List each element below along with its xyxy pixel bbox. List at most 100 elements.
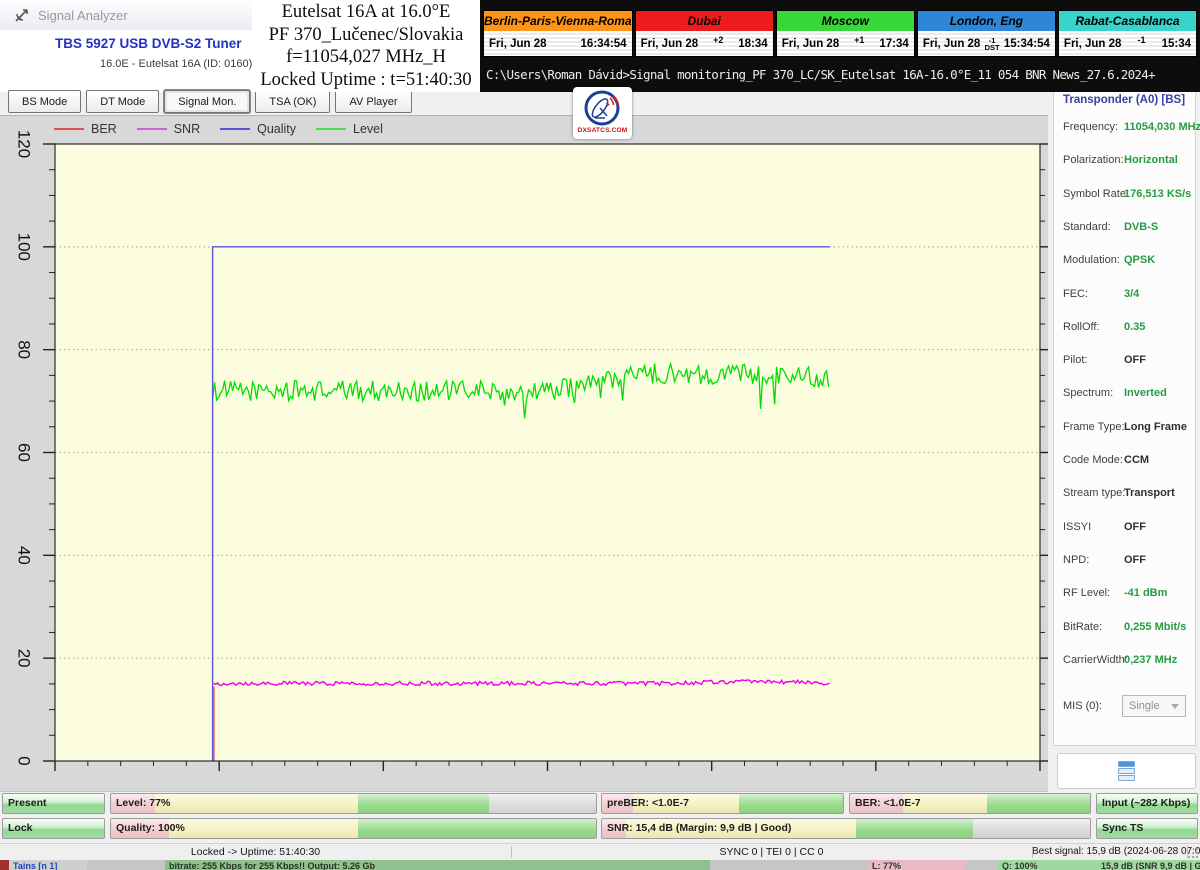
- transponder-row-frequency: Frequency: 11054,030 MHz: [1054, 112, 1200, 145]
- bar-gloss: [602, 794, 843, 813]
- console-prompt[interactable]: C:\Users\Roman Dávid>Signal monitoring_P…: [486, 67, 1156, 82]
- strip-segment: [965, 860, 998, 870]
- status-uptime: Locked -> Uptime: 51:40:30: [190, 846, 321, 858]
- mis-dropdown[interactable]: Single: [1122, 695, 1186, 717]
- legend-swatch-ber: [54, 128, 84, 130]
- legend-label: SNR: [173, 122, 201, 136]
- layers-icon: [1118, 760, 1135, 782]
- legend-label: Level: [353, 122, 383, 136]
- transponder-value: 0,255 Mbit/s: [1124, 620, 1187, 633]
- statusbar-divider: [1187, 846, 1188, 858]
- statusbar-divider: [511, 846, 512, 858]
- bar-label: Quality: 100%: [116, 822, 185, 834]
- transponder-value: -41 dBm: [1124, 587, 1168, 600]
- clock-moscow: Moscow Fri, Jun 28 +1 17:34: [775, 10, 915, 57]
- clock-utc-offset: -1: [1137, 34, 1146, 45]
- bar-ber-1-0e-7: BER: <1.0E-7: [849, 793, 1091, 814]
- bar-input-282-kbps: Input (~282 Kbps): [1096, 793, 1198, 814]
- overlay-line-site: PF 370_Lučenec/Slovakia: [268, 24, 464, 45]
- bar-gloss: [850, 794, 1090, 813]
- console-window[interactable]: Berlin-Paris-Vienna-Roma Fri, Jun 28 16:34…: [480, 0, 1200, 92]
- transponder-value: OFF: [1124, 553, 1146, 566]
- clock-city-label: Moscow: [776, 11, 914, 31]
- transponder-title: Transponder (A0) [BS]: [1063, 94, 1186, 106]
- tab-signal-mon[interactable]: Signal Mon.: [164, 90, 251, 113]
- legend-item-quality: Quality: [220, 122, 296, 136]
- transponder-label: Polarization:: [1063, 154, 1124, 167]
- clock-time: 17:34: [879, 37, 909, 50]
- clock-date: Fri, Jun 28: [640, 37, 699, 50]
- clock-utc-offset: -1 DST: [984, 35, 1000, 52]
- status-best-signal: Best signal: 15,9 dB (2024-06-28 07:03): [1032, 846, 1200, 857]
- tab-bs-mode[interactable]: BS Mode: [8, 90, 82, 113]
- tab-av-player[interactable]: AV Player: [335, 90, 412, 113]
- statusbar-divider: [1032, 846, 1033, 858]
- bar-gloss: [3, 794, 104, 813]
- dxsatcs-logo: DXSATCS.COM: [573, 87, 632, 139]
- overlay-line-satellite: Eutelsat 16A at 16.0°E: [281, 2, 451, 22]
- legend-swatch-snr: [136, 128, 167, 130]
- transponder-value: Transport: [1124, 487, 1175, 500]
- snr-line: [213, 678, 830, 687]
- transponder-row-carrierwidth: CarrierWidth: 0,237 MHz: [1054, 645, 1195, 678]
- y-tick-label-120: 120: [15, 130, 34, 158]
- mis-selected-value: Single: [1129, 700, 1160, 712]
- transponder-label: RF Level:: [1063, 587, 1111, 600]
- bar-label: preBER: <1.0E-7: [607, 797, 689, 809]
- transponder-label: Frame Type:: [1063, 420, 1125, 433]
- chart-area: BER SNR Quality Level 0 20 40 60 80 100 120: [0, 115, 1048, 792]
- transponder-value: OFF: [1124, 520, 1146, 533]
- mis-label: MIS (0):: [1063, 700, 1103, 712]
- bar-quality-100: Quality: 100%: [110, 818, 597, 839]
- clock-date: Fri, Jun 28: [489, 37, 547, 50]
- bar-label: Sync TS: [1102, 822, 1144, 834]
- transponder-row-rolloff: RollOff: 0.35: [1054, 312, 1195, 345]
- legend-item-ber: BER: [54, 122, 117, 136]
- y-tick-label-40: 40: [15, 546, 34, 565]
- resize-grip[interactable]: [1187, 847, 1198, 858]
- transponder-value: Long Frame: [1124, 420, 1187, 433]
- tab-dt-mode[interactable]: DT Mode: [86, 90, 160, 113]
- bar-label: Level: 77%: [116, 797, 171, 809]
- bar-gloss: [1097, 819, 1197, 838]
- transponder-value: Inverted: [1124, 387, 1167, 400]
- transponder-row-npd: NPD: OFF: [1054, 545, 1195, 578]
- transponder-label: NPD:: [1063, 553, 1090, 566]
- level-line: [211, 361, 830, 419]
- legend-swatch-level: [316, 128, 347, 130]
- transponder-row-rf-level: RF Level: -41 dBm: [1054, 578, 1195, 611]
- transponder-row-frame-type: Frame Type: Long Frame: [1054, 412, 1195, 445]
- transponder-value: 11054,030 MHz: [1124, 121, 1200, 133]
- transponder-label: Pilot:: [1063, 354, 1088, 367]
- clock-time: 15:34:54: [1003, 37, 1050, 50]
- legend-label: Quality: [257, 122, 297, 136]
- transponder-row-symbol-rate: Symbol Rate: 176,513 KS/s: [1054, 179, 1195, 212]
- transport-stream-button[interactable]: [1057, 753, 1196, 789]
- clock-time-row: Fri, Jun 28 +1 17:34: [776, 31, 914, 56]
- transponder-value: QPSK: [1124, 254, 1156, 267]
- clock-berlin-paris-vienna-roma: Berlin-Paris-Vienna-Roma Fri, Jun 28 16:34…: [483, 10, 633, 57]
- mode-tabs: BS Mode DT Mode Signal Mon. TSA (OK) AV Play…: [8, 90, 412, 114]
- transponder-row-spectrum: Spectrum: Inverted: [1054, 378, 1195, 411]
- strip-segment: [710, 860, 868, 870]
- transponder-value: CCM: [1124, 454, 1150, 466]
- world-clocks: Berlin-Paris-Vienna-Roma Fri, Jun 28 16:34…: [483, 10, 1198, 57]
- bar-present: Present: [2, 793, 105, 814]
- transponder-label: RollOff:: [1063, 320, 1100, 333]
- transponder-label: Symbol Rate:: [1063, 187, 1130, 200]
- bar-label: Input (~282 Kbps): [1102, 797, 1191, 809]
- clock-date: Fri, Jun 28: [781, 37, 840, 50]
- transponder-row-modulation: Modulation: QPSK: [1054, 245, 1195, 278]
- clock-time-row: Fri, Jun 28 16:34:54: [484, 31, 632, 56]
- strip-segment: L: 77%: [868, 860, 965, 870]
- status-bar: Locked -> Uptime: 51:40:30 SYNC 0 | TEI …: [0, 843, 1200, 860]
- bar-gloss: [111, 819, 596, 838]
- tab-tsa-ok[interactable]: TSA (OK): [255, 90, 331, 113]
- mis-row: MIS (0): Single: [1054, 694, 1195, 720]
- satellite-dish-icon: [15, 9, 28, 22]
- strip-segment: bitrate: 255 Kbps for 255 Kbps!! Output:…: [165, 860, 710, 870]
- clock-rabat-casablanca: Rabat-Casablanca Fri, Jun 28 -1 15:34: [1057, 10, 1198, 57]
- transponder-label: Code Mode:: [1063, 454, 1123, 466]
- clock-city-label: Berlin-Paris-Vienna-Roma: [484, 11, 632, 31]
- y-tick-label-20: 20: [15, 649, 34, 668]
